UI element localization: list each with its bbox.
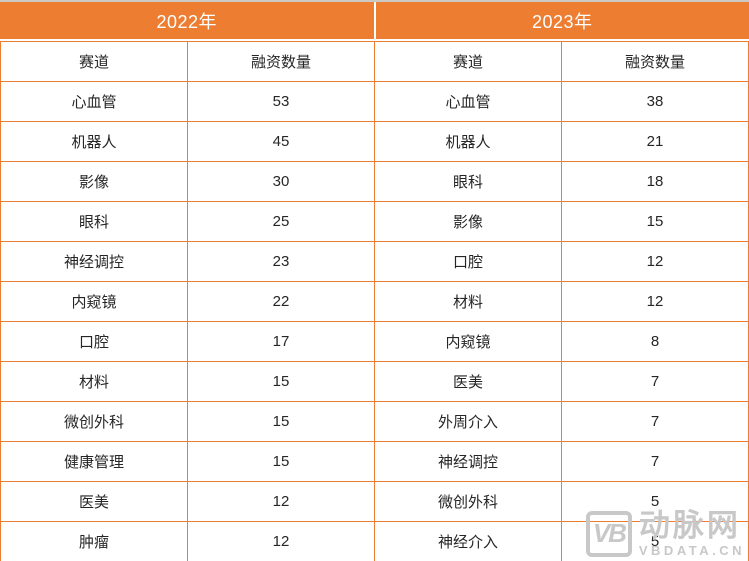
count-cell: 12: [562, 282, 748, 321]
track-cell: 机器人: [1, 122, 187, 161]
count-cell: 7: [562, 362, 748, 401]
count-cell: 22: [188, 282, 374, 321]
track-cell: 影像: [1, 162, 187, 201]
track-cell: 微创外科: [1, 402, 187, 441]
count-cell: 15: [188, 442, 374, 481]
column-header: 融资数量: [188, 42, 374, 81]
track-cell: 口腔: [1, 322, 187, 361]
track-cell: 外周介入: [375, 402, 561, 441]
year-header-row: 2022年 2023年: [0, 2, 749, 39]
track-cell: 材料: [375, 282, 561, 321]
track-cell: 神经介入: [375, 522, 561, 561]
track-cell: 神经调控: [1, 242, 187, 281]
column-header: 赛道: [1, 42, 187, 81]
count-cell: 7: [562, 442, 748, 481]
count-cell: 5: [562, 522, 748, 561]
track-cell: 微创外科: [375, 482, 561, 521]
track-cell: 心血管: [1, 82, 187, 121]
track-cell: 眼科: [1, 202, 187, 241]
track-cell: 医美: [1, 482, 187, 521]
column-header: 融资数量: [562, 42, 748, 81]
count-cell: 15: [188, 402, 374, 441]
count-cell: 8: [562, 322, 748, 361]
count-cell: 30: [188, 162, 374, 201]
count-cell: 38: [562, 82, 748, 121]
track-cell: 眼科: [375, 162, 561, 201]
track-cell: 材料: [1, 362, 187, 401]
track-cell: 内窥镜: [1, 282, 187, 321]
track-cell: 机器人: [375, 122, 561, 161]
count-cell: 18: [562, 162, 748, 201]
track-cell: 健康管理: [1, 442, 187, 481]
track-cell: 影像: [375, 202, 561, 241]
track-cell: 医美: [375, 362, 561, 401]
count-cell: 15: [562, 202, 748, 241]
year-header-2023: 2023年: [375, 2, 749, 39]
count-cell: 45: [188, 122, 374, 161]
year-header-2022: 2022年: [0, 2, 376, 39]
count-cell: 12: [562, 242, 748, 281]
track-cell: 肿瘤: [1, 522, 187, 561]
count-cell: 5: [562, 482, 748, 521]
count-cell: 7: [562, 402, 748, 441]
count-cell: 23: [188, 242, 374, 281]
count-cell: 12: [188, 522, 374, 561]
count-cell: 53: [188, 82, 374, 121]
track-cell: 心血管: [375, 82, 561, 121]
count-cell: 17: [188, 322, 374, 361]
track-cell: 口腔: [375, 242, 561, 281]
count-cell: 12: [188, 482, 374, 521]
table-body-grid: 赛道 融资数量 赛道 融资数量 心血管 53 心血管 38 机器人 45 机器人 21 影像 30 眼科 18…: [0, 41, 749, 561]
track-cell: 神经调控: [375, 442, 561, 481]
count-cell: 15: [188, 362, 374, 401]
count-cell: 21: [562, 122, 748, 161]
count-cell: 25: [188, 202, 374, 241]
top-divider: [0, 0, 749, 2]
column-header: 赛道: [375, 42, 561, 81]
track-cell: 内窥镜: [375, 322, 561, 361]
